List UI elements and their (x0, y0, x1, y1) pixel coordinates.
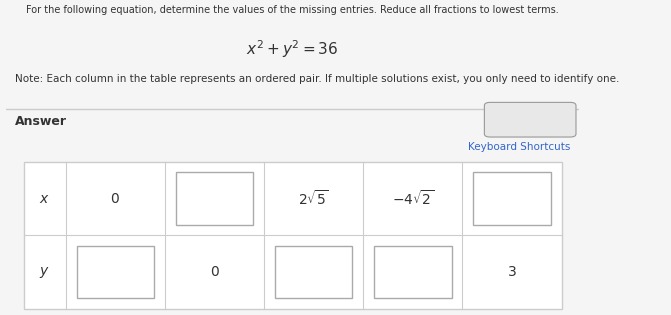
Text: $2\sqrt{5}$: $2\sqrt{5}$ (298, 189, 329, 208)
Text: Answer: Answer (15, 115, 67, 128)
Text: $x^2 + y^2 = 36$: $x^2 + y^2 = 36$ (246, 38, 339, 60)
Text: $y$: $y$ (39, 265, 50, 280)
FancyBboxPatch shape (275, 246, 352, 298)
Text: For the following equation, determine the values of the missing entries. Reduce : For the following equation, determine th… (26, 5, 559, 15)
Text: $-4\sqrt{2}$: $-4\sqrt{2}$ (392, 189, 434, 208)
FancyBboxPatch shape (374, 246, 452, 298)
Text: $x$: $x$ (39, 192, 50, 206)
Text: Keypad: Keypad (511, 114, 550, 124)
FancyBboxPatch shape (176, 173, 253, 225)
Text: ▦: ▦ (497, 114, 506, 124)
Text: $0$: $0$ (209, 265, 219, 279)
FancyBboxPatch shape (76, 246, 154, 298)
Text: Note: Each column in the table represents an ordered pair. If multiple solutions: Note: Each column in the table represent… (15, 74, 619, 84)
Text: $3$: $3$ (507, 265, 517, 279)
FancyBboxPatch shape (23, 162, 562, 309)
Text: $0$: $0$ (110, 192, 120, 206)
Text: Keyboard Shortcuts: Keyboard Shortcuts (468, 142, 570, 152)
FancyBboxPatch shape (484, 102, 576, 137)
FancyBboxPatch shape (473, 173, 551, 225)
